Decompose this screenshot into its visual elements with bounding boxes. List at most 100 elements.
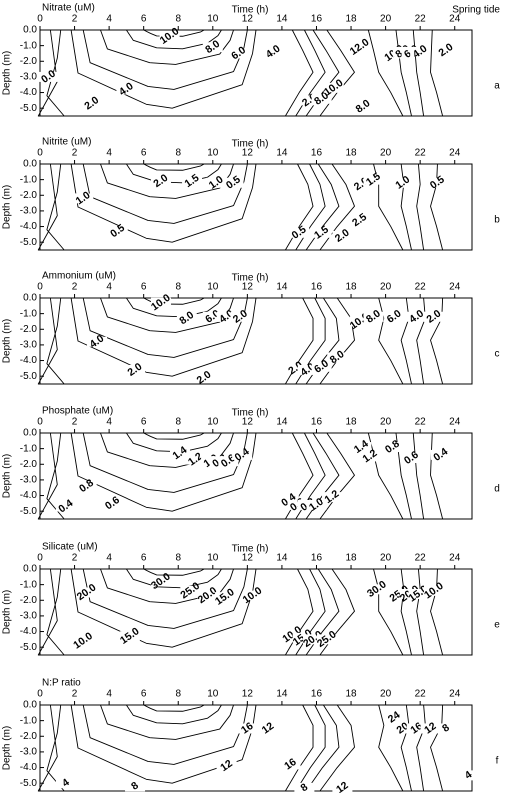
- contour-line: [100, 29, 234, 65]
- contour-label-bg: [351, 179, 372, 190]
- y-tick-label: 0.0: [23, 700, 37, 711]
- contour-label-bg: [323, 82, 344, 93]
- contour-line: [400, 568, 412, 656]
- contour-label: 4: [463, 769, 475, 782]
- contour-label-bg: [76, 481, 97, 492]
- x-tick-label: 6: [141, 417, 147, 428]
- contour-line: [367, 432, 404, 520]
- contour-label-bg: [176, 313, 197, 324]
- x-tick-label: 2: [72, 282, 78, 293]
- contour-label-bg: [351, 442, 372, 453]
- panel: Silicate (uM) Time (h)Depth (m) e0 2 4 6 8 10 12…: [2, 542, 500, 656]
- y-tick-label: -5.0: [20, 506, 38, 517]
- y-tick-label: -1.0: [20, 715, 38, 726]
- y-tick-label: -1.0: [20, 174, 38, 185]
- contour-label: 2.0: [437, 41, 456, 59]
- x-tick-label: 6: [141, 14, 147, 25]
- contour-label-bg: [237, 723, 258, 734]
- contour-label-bg: [38, 71, 59, 82]
- contour-line: [126, 568, 222, 589]
- x-tick-label: 10: [207, 282, 219, 293]
- x-tick-label: 22: [415, 282, 427, 293]
- contour-line: [319, 704, 355, 792]
- contour-label: 16: [282, 756, 299, 773]
- contour-label-bg: [194, 372, 215, 383]
- contour-label: 16: [239, 720, 256, 737]
- contour-line: [416, 704, 426, 792]
- x-tick-label: 12: [242, 14, 254, 25]
- contour-label-bg: [349, 42, 370, 53]
- panel-letter: a: [494, 81, 500, 92]
- contour-label: 15.0: [213, 586, 237, 608]
- contour-label-bg: [197, 590, 218, 601]
- contour-label-bg: [73, 635, 94, 646]
- x-tick-label: 18: [345, 553, 357, 564]
- header: Spring tide: [452, 5, 500, 16]
- contour-label-bg: [366, 584, 387, 595]
- x-axis-label: Time (h): [232, 408, 269, 419]
- y-tick-label: -2.0: [20, 459, 38, 470]
- contour-label-bg: [182, 176, 203, 187]
- contour-label-bg: [223, 177, 244, 188]
- contour-line: [416, 297, 426, 385]
- x-tick-label: 8: [175, 14, 181, 25]
- contour-line: [284, 29, 314, 117]
- contour-line: [367, 29, 404, 117]
- contour-line: [100, 704, 234, 740]
- x-tick-label: 20: [380, 417, 392, 428]
- panel-letter: f: [496, 756, 499, 767]
- contour-line: [37, 704, 65, 792]
- contour-line: [70, 29, 257, 109]
- contour-label-bg: [242, 590, 263, 601]
- contour-label-bg: [306, 499, 327, 510]
- contour-label-bg: [406, 311, 427, 322]
- contour-line: [430, 163, 444, 251]
- contour-label-bg: [410, 46, 431, 57]
- y-tick-label: 0.0: [23, 428, 37, 439]
- contour-label: 2.0: [151, 172, 170, 190]
- x-tick-label: 24: [449, 282, 461, 293]
- contour-label: 1.0: [74, 189, 93, 207]
- x-axis-label: Time (h): [232, 139, 269, 150]
- panel-title: Silicate (uM): [42, 542, 98, 553]
- y-tick-label: 0.0: [23, 25, 37, 36]
- x-tick-label: 16: [311, 14, 323, 25]
- contour-line: [412, 29, 425, 117]
- contour-label-bg: [392, 177, 413, 188]
- x-tick-label: 0: [37, 148, 43, 159]
- y-tick-label: -2.0: [20, 595, 38, 606]
- contour-label: 4: [60, 776, 72, 789]
- x-tick-label: 18: [345, 689, 357, 700]
- contour-label-bg: [436, 45, 457, 56]
- x-tick-label: 14: [276, 417, 288, 428]
- y-tick-label: -4.0: [20, 355, 38, 366]
- contour-line: [100, 163, 234, 199]
- contour-label-bg: [423, 311, 444, 322]
- contour-label: 0.0: [39, 68, 58, 86]
- contour-label-bg: [392, 723, 413, 734]
- y-tick-label: -2.0: [20, 731, 38, 742]
- contour-label-bg: [360, 451, 381, 462]
- panel: Nitrate (uM) Time (h)Depth (m) a0 2 4 6 8 10 12 1…: [2, 3, 500, 117]
- contour-label: 1.5: [183, 172, 202, 190]
- y-tick-label: -4.0: [20, 87, 38, 98]
- panel-letter: c: [495, 349, 500, 360]
- x-tick-label: 16: [311, 689, 323, 700]
- contour-line: [416, 568, 425, 656]
- x-tick-label: 14: [276, 553, 288, 564]
- x-tick-label: 22: [415, 689, 427, 700]
- x-tick-label: 4: [106, 148, 112, 159]
- x-tick-label: 12: [242, 417, 254, 428]
- contour-label-bg: [311, 361, 332, 372]
- panel: Ammonium (uM) Time (h)Depth (m) c0 2 4 6 8 10 12…: [2, 271, 500, 387]
- contour-label: 8.0: [354, 97, 373, 115]
- contour-label-bg: [73, 193, 94, 204]
- x-tick-label: 14: [276, 689, 288, 700]
- x-tick-label: 6: [141, 689, 147, 700]
- contour-label: 4.0: [87, 332, 106, 350]
- contour-label-bg: [150, 176, 171, 187]
- contour-label-bg: [206, 177, 227, 188]
- x-tick-label: 0: [37, 553, 43, 564]
- y-tick-label: -1.0: [20, 579, 38, 590]
- x-tick-label: 12: [242, 282, 254, 293]
